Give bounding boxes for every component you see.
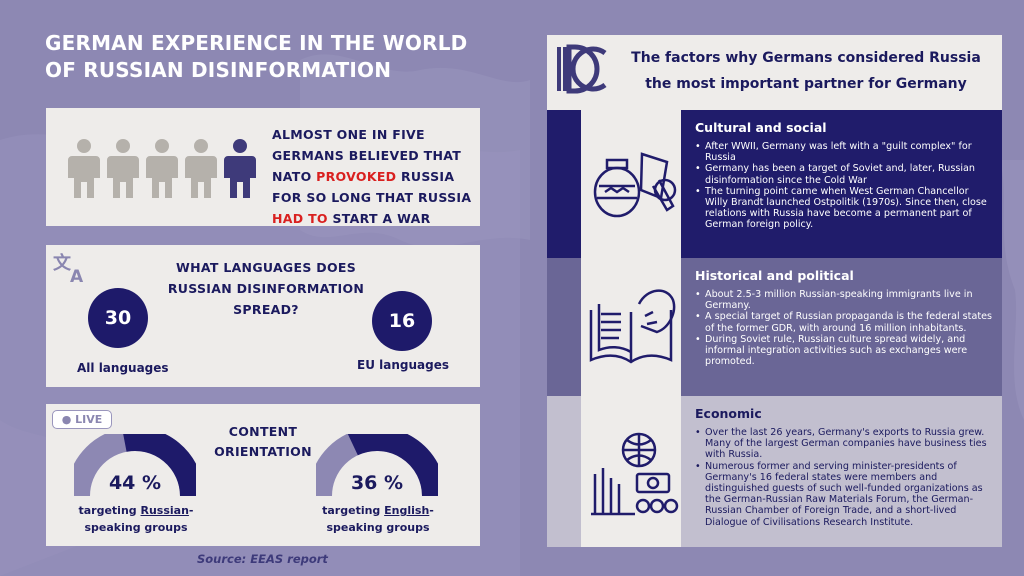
content-title: CONTENT ORIENTATION (214, 424, 312, 459)
all-languages-value: 30 (88, 288, 148, 348)
bullet-item: After WWII, Germany was left with a "gui… (695, 141, 992, 163)
translate-icon: 文 A (53, 252, 84, 283)
logo-icon (557, 44, 607, 94)
stat-text: ALMOST ONE IN FIVE GERMANS BELIEVED THAT… (272, 127, 472, 226)
bullet-item: Germany has been a target of Soviet and,… (695, 163, 992, 185)
section-heading: Economic (695, 406, 762, 421)
gauge-russian-label: targeting Russian-speaking groups (78, 504, 194, 534)
right-header: The factors why Germans considered Russi… (547, 35, 1002, 110)
person-icon (185, 139, 217, 198)
economy-icon (591, 432, 679, 516)
gauge-english-label: targeting English-speaking groups (322, 504, 434, 534)
person-icon (107, 139, 139, 198)
section-historical-content: Historical and political About 2.5-3 mil… (681, 258, 1002, 396)
gauge-russian-value: 44 % (108, 472, 162, 494)
person-icon (146, 139, 178, 198)
bullet-item: Over the last 26 years, Germany's export… (695, 427, 992, 461)
all-languages-label: All languages (77, 361, 169, 375)
stat-panel: ALMOST ONE IN FIVE GERMANS BELIEVED THAT… (46, 108, 480, 226)
right-title: The factors why Germans considered Russi… (631, 50, 981, 92)
book-icon (589, 289, 676, 364)
section-cultural-content: Cultural and social After WWII, Germany … (681, 110, 1002, 258)
section-cultural: Cultural and social After WWII, Germany … (547, 110, 1002, 258)
bullet-item: During Soviet rule, Russian culture spre… (695, 334, 992, 368)
section-economic-content: Economic Over the last 26 years, Germany… (681, 396, 1002, 547)
languages-title: WHAT LANGUAGES DOES RUSSIAN DISINFORMATI… (167, 260, 365, 317)
person-icon-highlighted (224, 139, 256, 198)
bullet-item: The turning point came when West German … (695, 186, 992, 231)
eu-languages-label: EU languages (357, 358, 449, 372)
gauge-english (316, 434, 438, 497)
gauge-english-value: 36 % (350, 472, 404, 494)
bullet-item: About 2.5-3 million Russian-speaking imm… (695, 289, 992, 311)
eu-languages-value: 16 (372, 291, 432, 351)
content-panel: ● LIVE CONTENT ORIENTATION 44 % targetin… (46, 404, 480, 546)
gauge-russian (74, 434, 196, 497)
live-badge: ● LIVE (52, 410, 112, 429)
source-note: Source: EEAS report (197, 552, 328, 566)
bullet-item: A special target of Russian propaganda i… (695, 311, 992, 333)
vase-pen-icon (593, 152, 677, 218)
section-heading: Cultural and social (695, 120, 827, 135)
languages-panel: 文 A WHAT LANGUAGES DOES RUSSIAN DISINFOR… (46, 245, 480, 387)
svg-text:文: 文 (53, 252, 72, 274)
section-economic: Economic Over the last 26 years, Germany… (547, 396, 1002, 547)
svg-text:A: A (70, 267, 84, 283)
page-title: GERMAN EXPERIENCE IN THE WORLD OF RUSSIA… (45, 31, 468, 82)
bullet-item: Numerous former and serving minister-pre… (695, 461, 992, 528)
person-icon (68, 139, 100, 198)
section-heading: Historical and political (695, 268, 854, 283)
section-historical: Historical and political About 2.5-3 mil… (547, 258, 1002, 396)
